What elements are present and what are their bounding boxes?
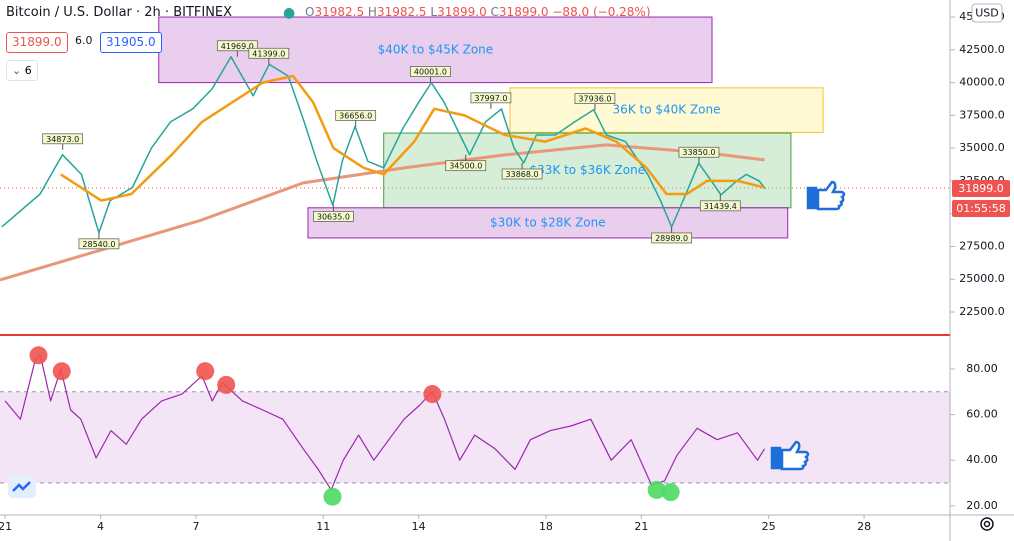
symbol: Bitcoin / U.S. Dollar · 2h · BITFINEX (6, 5, 233, 20)
change: −88.0 (−0.28%) (552, 5, 651, 19)
countdown-box (952, 200, 1010, 217)
ohlc-value: 31899.0 (498, 5, 549, 19)
price-label-box (574, 93, 616, 105)
price-label-box (78, 238, 120, 250)
price-label-box (501, 168, 543, 180)
ohlc-key: O (305, 5, 315, 19)
price-label-box (699, 200, 741, 212)
price-label-box (651, 232, 692, 244)
logo[interactable] (8, 476, 36, 498)
y-tick-label: 80.00 (966, 362, 998, 375)
ohlc-key: C (490, 5, 499, 19)
price-label: 28989.0 (655, 234, 688, 243)
price-label: 34873.0 (46, 135, 79, 144)
chevron: ⌄ (12, 64, 25, 77)
price-label-box (216, 40, 258, 52)
price-label-box (678, 146, 720, 158)
zone-label: 36K to $40K Zone (613, 103, 721, 117)
x-tick-label: 14 (412, 520, 426, 533)
price-label-box (410, 66, 451, 77)
zone (509, 87, 824, 133)
zone (307, 207, 789, 239)
x-tick-label: 18 (539, 520, 553, 533)
x-tick-label: 11 (316, 520, 330, 533)
series-line (60, 74, 765, 202)
price-label: 33868.0 (506, 170, 539, 179)
price-label: 33850.0 (682, 148, 715, 157)
currency: USD (975, 7, 999, 20)
thumb-icon (806, 180, 846, 211)
price-label: 36656.0 (339, 111, 372, 120)
plot: 22500.025000.027500.030000.032500.035000… (0, 10, 1005, 533)
ohlc: O31982.5 H31982.5 L31899.0 C31899.0 −88.… (305, 5, 651, 19)
currency-badge[interactable] (971, 3, 1003, 23)
price-label: 34500.0 (449, 162, 482, 171)
price-label: 31439.4 (704, 202, 737, 211)
price-label-box (248, 47, 290, 59)
x-tick-label: 21 (0, 520, 12, 533)
zone-label: $30K to $28K Zone (490, 215, 606, 229)
settings-icon[interactable] (980, 517, 994, 531)
series-line (0, 143, 765, 282)
rsi-marker (661, 483, 680, 502)
price-label: 37936.0 (578, 95, 611, 104)
y-tick-label: 60.00 (966, 408, 998, 421)
price-label: 28540.0 (82, 240, 115, 249)
price-label: 30635.0 (317, 212, 350, 221)
y-tick-label: 25000.0 (959, 272, 1005, 285)
y-tick-label: 22500.0 (959, 305, 1005, 318)
ohlc-value: 31899.0 (437, 5, 487, 19)
last-price-box (952, 180, 1010, 197)
series-line (4, 354, 766, 491)
x-tick-label: 21 (634, 520, 648, 533)
y-tick-label: 40000.0 (959, 76, 1005, 89)
rsi-band (0, 391, 950, 484)
last-price: 31899.0 (958, 182, 1004, 195)
countdown: 01:55:58 (956, 202, 1005, 215)
zone-label: $33K to $36K Zone (530, 163, 646, 177)
ohlc-value: 31982.5 (376, 5, 427, 19)
ohlc-value: 31982.5 (314, 5, 365, 19)
rsi-marker (217, 375, 236, 394)
y-tick-label: 35000.0 (959, 141, 1005, 154)
ohlc-key: L (430, 5, 438, 19)
y-tick-label: 37500.0 (959, 108, 1005, 121)
price-label-box (470, 92, 512, 104)
price-label-box (335, 110, 377, 121)
x-tick-label: 7 (192, 520, 199, 533)
quantity-value: 6 (24, 64, 32, 77)
status-dot: ● (283, 5, 295, 21)
x-tick-label: 25 (762, 520, 776, 533)
thumb-icon (770, 440, 810, 471)
price-label: 41969.0 (221, 42, 254, 51)
rsi-marker (323, 487, 342, 506)
price-label-box (445, 160, 487, 172)
buy-button[interactable]: 31905.0 (100, 32, 162, 53)
rsi-marker (423, 385, 442, 404)
price-label: 40001.0 (414, 68, 447, 77)
price-label: 37997.0 (474, 94, 507, 103)
quantity[interactable]: ⌄ 6 (6, 60, 38, 81)
price-label: 41399.0 (252, 49, 285, 58)
y-tick-label: 20.00 (966, 499, 998, 512)
ohlc-key: H (367, 5, 377, 19)
zone-label: $40K to $45K Zone (378, 42, 494, 56)
y-tick-label: 40.00 (966, 453, 998, 466)
rsi-marker (196, 362, 215, 381)
rsi-marker (647, 480, 666, 499)
x-tick-label: 4 (97, 520, 104, 533)
spread: 6.0 (75, 34, 93, 47)
price-label-box (42, 133, 84, 145)
price-label-box (313, 211, 354, 222)
y-tick-label: 27500.0 (959, 239, 1005, 252)
x-tick-label: 28 (857, 520, 871, 533)
y-tick-label: 42500.0 (959, 43, 1005, 56)
sell-button[interactable]: 31899.0 (6, 32, 68, 53)
rsi-marker (52, 362, 71, 381)
rsi-marker (29, 346, 48, 365)
